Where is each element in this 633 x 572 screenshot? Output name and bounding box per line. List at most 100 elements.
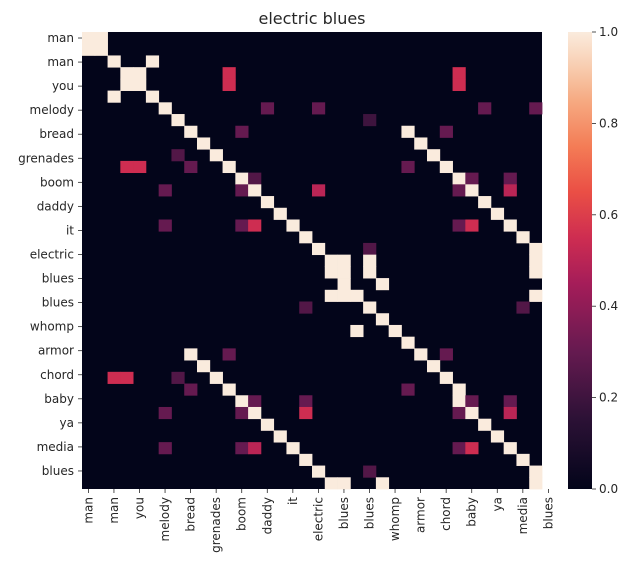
heatmap-cell [261,196,274,208]
heatmap-cell [248,407,261,419]
heatmap-cell [440,348,453,360]
heatmap-cell [197,137,210,149]
heatmap-cell [453,395,466,407]
col-tick-label: chord [439,497,453,531]
heatmap-cell [171,372,184,384]
colorbar-tick-label: 0.2 [599,391,618,405]
heatmap-cell [133,161,146,173]
heatmap-cell [465,173,478,185]
col-tick-label: armor [414,497,428,533]
heatmap-cell [453,173,466,185]
heatmap-cell [363,302,376,314]
heatmap-cell [235,173,248,185]
heatmap-cell [376,313,389,325]
col-tick-labels: man man you melody bread grenades boom daddy it e… [81,489,555,553]
heatmap-cell [261,419,274,431]
heatmap-cell [453,384,466,396]
heatmap-cell [108,55,121,67]
col-tick-label: man [107,497,121,524]
heatmap-cell [248,184,261,196]
row-tick-label: it [66,223,74,237]
heatmap-cell [248,173,261,185]
heatmap-cell [350,290,363,302]
col-tick-label: baby [465,497,479,527]
heatmap-cell [504,184,517,196]
heatmap-cell [529,255,542,267]
heatmap-cell [223,161,236,173]
heatmap-cell [210,372,223,384]
col-tick-label: it [286,497,300,505]
heatmap-cell [95,32,108,44]
heatmap-cell [465,184,478,196]
heatmap-cell [516,231,529,243]
col-tick-label: daddy [260,497,274,534]
heatmap-cell [401,161,414,173]
heatmap-cell [159,102,172,114]
heatmap-cell [516,302,529,314]
heatmap-cell [146,91,159,103]
heatmap-cell [363,266,376,278]
row-tick-label: bread [39,127,74,141]
col-tick-label: man [81,497,95,524]
heatmap-cell [146,55,159,67]
heatmap-cell [248,395,261,407]
heatmap-cell [274,430,287,442]
heatmap-cell [401,337,414,349]
heatmap-cell [95,44,108,56]
col-tick-label: grenades [209,497,223,553]
col-tick-label: blues [541,497,555,529]
colorbar-tick-label: 1.0 [599,25,618,39]
heatmap-cell [516,454,529,466]
row-tick-label: baby [44,392,74,406]
heatmap-cell [338,290,351,302]
heatmap-cell [235,126,248,138]
heatmap-cell [465,407,478,419]
row-tick-label: boom [40,175,74,189]
row-tick-label: chord [40,368,74,382]
col-tick-label: blues [363,497,377,529]
heatmap-cell [350,325,363,337]
colorbar-tick-label: 0.6 [599,208,618,222]
heatmap-cell [427,360,440,372]
heatmap-cell [171,149,184,161]
heatmap-cell [325,290,338,302]
heatmap-cell [491,430,504,442]
heatmap-cell [299,231,312,243]
heatmap-cell [120,67,133,79]
heatmap-cell [312,243,325,255]
heatmap-cell [363,243,376,255]
heatmap-cell [159,442,172,454]
heatmap-cell [82,44,95,56]
heatmap-cell [529,266,542,278]
heatmap-cell [184,126,197,138]
heatmap-cell [223,67,236,79]
heatmap-cell [120,161,133,173]
heatmap-cell [478,196,491,208]
heatmap-cell [465,219,478,231]
heatmap-cell [529,290,542,302]
heatmap-cell [133,67,146,79]
col-tick-label: bread [184,497,198,532]
heatmap-cell [274,208,287,220]
row-tick-label: melody [30,103,74,117]
heatmap-cell [108,91,121,103]
heatmap-cell [529,102,542,114]
col-tick-label: boom [235,497,249,531]
heatmap-cell [376,278,389,290]
heatmap-cell [504,395,517,407]
row-tick-labels: man man you melody bread grenades boom daddy it e… [18,31,82,478]
colorbar-ticks: 0.0 0.2 0.4 0.6 0.8 1.0 [592,25,618,496]
heatmap-cell [299,454,312,466]
row-tick-label: media [37,440,74,454]
heatmap-cell [235,219,248,231]
row-tick-label: electric [30,247,74,261]
heatmap-cell [286,219,299,231]
row-tick-label: grenades [18,151,74,165]
heatmap-cell [414,137,427,149]
heatmap-cell [529,477,542,489]
row-tick-label: armor [38,344,74,358]
colorbar-tick-label: 0.0 [599,482,618,496]
colorbar [568,32,592,489]
heatmap-cell [427,149,440,161]
